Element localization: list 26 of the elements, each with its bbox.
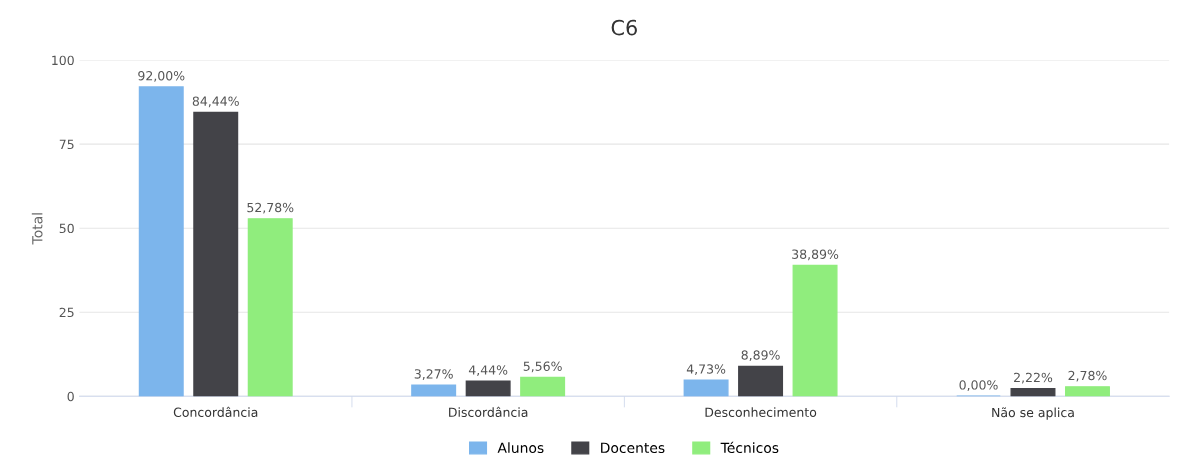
data-label: 4,44% [468, 365, 508, 376]
x-tick-label: Discordância [449, 406, 528, 417]
data-label: 4,73% [686, 364, 726, 375]
x-tick-label: Desconhecimento [705, 407, 817, 417]
y-axis-title: Total [31, 213, 43, 245]
data-label: 5,56% [523, 361, 562, 373]
data-label: 38,89% [792, 249, 839, 261]
y-tick-label: 50 [59, 223, 74, 234]
data-label: 92,00% [138, 71, 185, 82]
y-tick-label: 0 [67, 391, 74, 402]
legend-label: Alunos [497, 442, 544, 454]
y-tick-label: 25 [59, 307, 74, 318]
data-label: 8,89% [741, 350, 780, 362]
legend-label: Docentes [601, 442, 665, 454]
y-tick-label: 75 [59, 139, 74, 150]
data-label: 3,27% [414, 369, 453, 380]
x-tick-label: Não se aplica [992, 407, 1074, 420]
chart-title: C6 [611, 19, 637, 36]
data-label: 2,78% [1068, 370, 1107, 382]
data-label: 84,44% [192, 96, 239, 108]
data-label: 2,22% [1014, 372, 1053, 384]
y-tick-label: 100 [52, 55, 74, 66]
x-tick-label: Concordância [173, 406, 258, 417]
legend-label: Técnicos [720, 441, 779, 454]
data-label: 0,00% [959, 380, 998, 391]
data-label: 52,78% [247, 202, 294, 214]
